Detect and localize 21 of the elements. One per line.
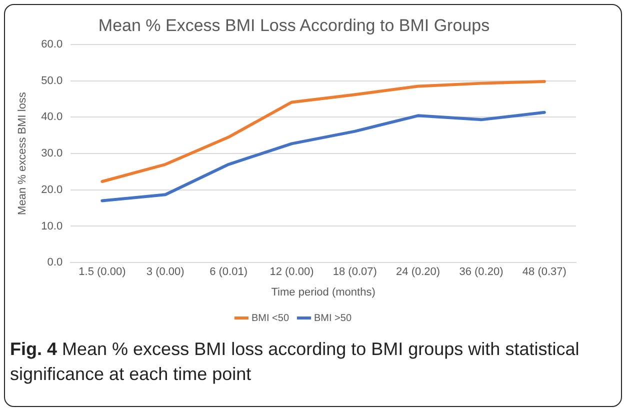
y-tick-label: 0.0 — [47, 256, 63, 269]
y-tick-label: 50.0 — [41, 74, 63, 87]
x-tick-label: 36 (0.20) — [459, 266, 504, 278]
y-tick-label: 40.0 — [41, 111, 63, 124]
y-axis-title: Mean % excess BMI loss — [16, 92, 29, 215]
y-tick-label: 60.0 — [41, 38, 63, 50]
x-tick-label: 1.5 (0.00) — [78, 266, 126, 278]
x-tick-label: 6 (0.01) — [210, 266, 248, 278]
caption: Fig. 4 Mean % excess BMI loss according to BMI groups with statistical significance at each time point — [10, 338, 580, 386]
legend-label: BMI >50 — [314, 312, 352, 324]
x-axis-title: Time period (months) — [271, 286, 376, 298]
x-tick-label: 3 (0.00) — [146, 266, 184, 278]
y-tick-label: 30.0 — [41, 148, 63, 160]
y-tick-label: 10.0 — [41, 220, 63, 232]
x-tick-label: 18 (0.07) — [332, 266, 377, 278]
chart-title: Mean % Excess BMI Loss According to BMI Groups — [98, 16, 490, 35]
x-tick-label: 48 (0.37) — [522, 266, 566, 278]
x-tick-label: 24 (0.20) — [396, 266, 440, 278]
y-tick-label: 20.0 — [41, 184, 63, 196]
legend-label: BMI <50 — [251, 312, 290, 324]
x-tick-label: 12 (0.00) — [270, 266, 314, 278]
